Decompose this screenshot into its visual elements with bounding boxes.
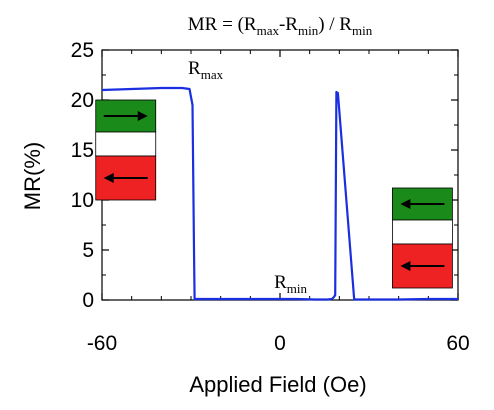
x-tick-label: -60 <box>87 332 117 355</box>
y-tick-label: 20 <box>71 89 94 112</box>
x-tick-label: 0 <box>274 332 286 355</box>
left-inset <box>95 99 157 201</box>
top-arrow-icon-head <box>400 199 411 209</box>
annotation-rmax: Rmax <box>188 58 224 82</box>
x-axis-label: Applied Field (Oe) <box>189 372 366 397</box>
x-tick-label: 60 <box>446 332 469 355</box>
top-arrow-icon-head <box>137 111 148 121</box>
chart-title: MR = (Rmax-Rmin) / Rmin <box>188 14 373 38</box>
right-inset <box>391 187 453 289</box>
mr-series-line <box>101 86 458 301</box>
bottom-arrow-icon-head <box>103 173 114 183</box>
y-tick-label: 25 <box>71 39 94 62</box>
annotation-rmin: Rmin <box>274 272 307 296</box>
y-tick-label: 10 <box>71 189 94 212</box>
plot-area: 0 5 10 15 20 25 -60 0 60 Rmax Rmin <box>71 39 470 355</box>
y-axis-label: MR(%) <box>20 142 45 210</box>
spacer-layer <box>391 219 453 245</box>
y-tick-label: 15 <box>71 139 94 162</box>
bottom-arrow-icon-head <box>400 261 411 271</box>
y-tick-label: 0 <box>82 289 94 312</box>
spacer-layer <box>95 131 157 157</box>
y-tick-label: 5 <box>82 239 94 262</box>
